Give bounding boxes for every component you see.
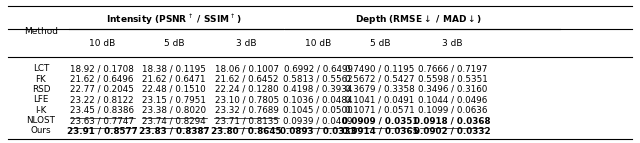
Text: 0.6992 / 0.6499: 0.6992 / 0.6499 [284,64,353,73]
Text: 0.0914 / 0.0365: 0.0914 / 0.0365 [342,126,418,135]
Text: 23.22 / 0.8122: 23.22 / 0.8122 [70,95,134,104]
Text: 0.0918 / 0.0368: 0.0918 / 0.0368 [414,116,491,125]
Text: 0.7666 / 0.7197: 0.7666 / 0.7197 [418,64,487,73]
Text: 23.71 / 0.8135: 23.71 / 0.8135 [214,116,278,125]
Text: 23.74 / 0.8294: 23.74 / 0.8294 [142,116,206,125]
Text: 0.5672 / 0.5427: 0.5672 / 0.5427 [345,75,415,84]
Text: 18.38 / 0.1195: 18.38 / 0.1195 [142,64,206,73]
Text: 0.1041 / 0.0491: 0.1041 / 0.0491 [345,95,415,104]
Text: 23.80 / 0.8645: 23.80 / 0.8645 [211,126,282,135]
Text: Ours: Ours [31,126,51,135]
Text: 3 dB: 3 dB [442,39,463,48]
Text: FK: FK [36,75,46,84]
Text: Intensity (PSNR$^\uparrow$ / SSIM$^\uparrow$): Intensity (PSNR$^\uparrow$ / SSIM$^\upar… [106,12,243,27]
Text: 0.1071 / 0.0571: 0.1071 / 0.0571 [345,106,415,115]
Text: 18.06 / 0.1007: 18.06 / 0.1007 [214,64,278,73]
Text: 23.32 / 0.7689: 23.32 / 0.7689 [215,106,278,115]
Text: 5 dB: 5 dB [370,39,390,48]
Text: 0.0939 / 0.0409: 0.0939 / 0.0409 [284,116,353,125]
Text: 23.63 / 0.7747: 23.63 / 0.7747 [70,116,134,125]
Text: 22.48 / 0.1510: 22.48 / 0.1510 [142,85,206,94]
Text: 23.15 / 0.7951: 23.15 / 0.7951 [142,95,206,104]
Text: Method: Method [24,27,58,36]
Text: 21.62 / 0.6496: 21.62 / 0.6496 [70,75,134,84]
Text: 18.92 / 0.1708: 18.92 / 0.1708 [70,64,134,73]
Text: 23.10 / 0.7805: 23.10 / 0.7805 [214,95,279,104]
Text: LCT: LCT [33,64,49,73]
Text: 0.3496 / 0.3160: 0.3496 / 0.3160 [418,85,487,94]
Text: 23.83 / 0.8387: 23.83 / 0.8387 [139,126,209,135]
Text: 0.1099 / 0.0636: 0.1099 / 0.0636 [418,106,487,115]
Text: 3 dB: 3 dB [236,39,257,48]
Text: 0.7490 / 0.1195: 0.7490 / 0.1195 [345,64,415,73]
Text: RSD: RSD [31,85,50,94]
Text: 10 dB: 10 dB [305,39,332,48]
Text: Depth (RMSE$\downarrow$ / MAD$\downarrow$): Depth (RMSE$\downarrow$ / MAD$\downarrow… [355,13,482,26]
Text: 21.62 / 0.6452: 21.62 / 0.6452 [215,75,278,84]
Text: 0.0909 / 0.0351: 0.0909 / 0.0351 [342,116,418,125]
Text: 0.5813 / 0.5562: 0.5813 / 0.5562 [284,75,353,84]
Text: 0.1045 / 0.0500: 0.1045 / 0.0500 [284,106,353,115]
Text: 0.5598 / 0.5351: 0.5598 / 0.5351 [418,75,488,84]
Text: 0.0902 / 0.0332: 0.0902 / 0.0332 [414,126,491,135]
Text: NLOST: NLOST [26,116,56,125]
Text: 22.24 / 0.1280: 22.24 / 0.1280 [215,85,278,94]
Text: 5 dB: 5 dB [164,39,184,48]
Text: 0.0893 / 0.0333: 0.0893 / 0.0333 [280,126,356,135]
Text: 0.4198 / 0.3934: 0.4198 / 0.3934 [284,85,353,94]
Text: I-K: I-K [35,106,47,115]
Text: LFE: LFE [33,95,49,104]
Text: 23.38 / 0.8020: 23.38 / 0.8020 [142,106,206,115]
Text: 21.62 / 0.6471: 21.62 / 0.6471 [142,75,206,84]
Text: 23.45 / 0.8386: 23.45 / 0.8386 [70,106,134,115]
Text: 0.3679 / 0.3358: 0.3679 / 0.3358 [345,85,415,94]
Text: 10 dB: 10 dB [89,39,115,48]
Text: 0.1044 / 0.0496: 0.1044 / 0.0496 [418,95,487,104]
Text: 22.77 / 0.2045: 22.77 / 0.2045 [70,85,134,94]
Text: 0.1036 / 0.0484: 0.1036 / 0.0484 [284,95,353,104]
Text: 23.91 / 0.8577: 23.91 / 0.8577 [67,126,138,135]
